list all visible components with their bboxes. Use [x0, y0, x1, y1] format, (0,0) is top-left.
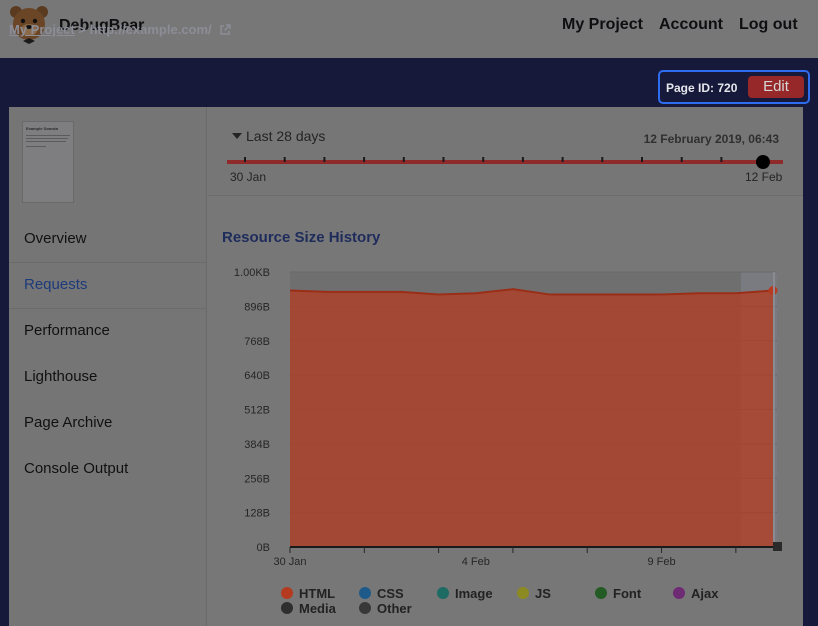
nav-account[interactable]: Account: [659, 16, 723, 33]
thumbnail-text-line: [26, 141, 66, 142]
breadcrumb-project-link[interactable]: My Project: [9, 22, 75, 37]
legend-label: HTML: [299, 586, 336, 601]
timeline-end-label: 12 Feb: [745, 170, 783, 184]
y-tick-label: 384B: [244, 439, 270, 451]
main-panel: Example Domain Overview Requests Perform…: [9, 107, 803, 626]
content-area: Last 28 days 12 February 2019, 06:43 30 …: [208, 107, 803, 626]
legend-label: CSS: [377, 586, 404, 601]
legend-label: Font: [613, 586, 642, 601]
page-thumbnail[interactable]: Example Domain: [22, 121, 74, 203]
axis-end-marker: [773, 542, 782, 551]
legend-dot-icon: [437, 587, 449, 599]
breadcrumb-separator: >: [78, 22, 86, 37]
y-tick-label: 0B: [257, 542, 270, 554]
nav-my-project[interactable]: My Project: [562, 16, 643, 33]
legend-label: Ajax: [691, 586, 719, 601]
top-navigation-bar: DebugBear My Project Account Log out: [0, 0, 818, 58]
y-tick-label: 1.00KB: [234, 267, 270, 279]
sidebar-item-label: Console Output: [24, 460, 129, 477]
timeline-start-label: 30 Jan: [230, 170, 267, 184]
sidebar-divider: [9, 262, 207, 263]
sidebar-item-label: Overview: [24, 230, 87, 247]
html-line: [289, 288, 774, 296]
edit-button[interactable]: Edit: [748, 76, 804, 98]
breadcrumb-url: http://example.com/: [89, 22, 212, 37]
legend-label: Image: [455, 586, 493, 601]
legend-dot-icon: [359, 602, 371, 614]
legend-dot-icon: [673, 587, 685, 599]
sidebar-item-label: Performance: [24, 322, 110, 339]
legend-label: Other: [377, 601, 412, 616]
sidebar-item-performance[interactable]: Performance: [9, 308, 207, 354]
y-tick-label: 896B: [244, 301, 270, 313]
y-tick-label: 640B: [244, 370, 270, 382]
y-tick-label: 768B: [244, 336, 270, 348]
caret-down-icon: [232, 133, 242, 139]
sidebar-item-label: Requests: [24, 276, 88, 293]
sidebar-item-console-output[interactable]: Console Output: [9, 446, 207, 492]
page-id-label: Page ID: 720: [666, 81, 738, 95]
x-tick-label: 9 Feb: [647, 556, 675, 568]
legend-label: JS: [535, 586, 551, 601]
timeline-handle[interactable]: [756, 155, 770, 169]
legend-dot-icon: [517, 587, 529, 599]
page-id-box: Page ID: 720 Edit: [658, 70, 810, 104]
legend-dot-icon: [281, 587, 293, 599]
timeline-track[interactable]: [208, 147, 803, 173]
resource-size-chart[interactable]: 0B 128B 256B 384B 512B 640B 768B 896B 1.00KB 30 J…: [208, 253, 803, 583]
nav-log-out[interactable]: Log out: [739, 16, 798, 33]
legend-dot-icon: [359, 587, 371, 599]
range-dropdown[interactable]: Last 28 days: [232, 128, 325, 144]
sidebar-item-overview[interactable]: Overview: [9, 216, 207, 262]
sidebar-item-page-archive[interactable]: Page Archive: [9, 400, 207, 446]
sidebar: Example Domain Overview Requests Perform…: [9, 107, 207, 626]
sidebar-divider: [9, 308, 207, 309]
selected-date: 12 February 2019, 06:43: [643, 132, 779, 146]
y-tick-label: 256B: [244, 473, 270, 485]
external-link-icon[interactable]: [219, 24, 232, 36]
x-tick-label: 30 Jan: [273, 556, 306, 568]
legend-dot-icon: [595, 587, 607, 599]
bear-logo-icon[interactable]: [9, 4, 49, 46]
sidebar-item-label: Lighthouse: [24, 368, 98, 385]
brand-name[interactable]: DebugBear: [59, 17, 145, 34]
thumbnail-text-line: [26, 146, 46, 147]
thumbnail-text-line: [26, 135, 70, 136]
legend-dot-icon: [281, 602, 293, 614]
x-tick-label: 4 Feb: [462, 556, 490, 568]
thumbnail-title: Example Domain: [26, 126, 59, 131]
sidebar-item-label: Page Archive: [24, 414, 113, 431]
sidebar-item-requests[interactable]: Requests: [9, 262, 207, 308]
y-tick-label: 512B: [244, 405, 270, 417]
legend-label: Media: [299, 601, 336, 616]
y-tick-label: 128B: [244, 508, 270, 520]
sidebar-item-lighthouse[interactable]: Lighthouse: [9, 354, 207, 400]
html-area: [290, 289, 773, 547]
section-title: Resource Size History: [222, 229, 381, 246]
breadcrumb: My Project > http://example.com/: [9, 22, 232, 37]
range-dropdown-label: Last 28 days: [246, 128, 326, 144]
timeline-selector: Last 28 days 12 February 2019, 06:43 30 …: [208, 107, 803, 196]
thumbnail-text-line: [26, 138, 68, 139]
